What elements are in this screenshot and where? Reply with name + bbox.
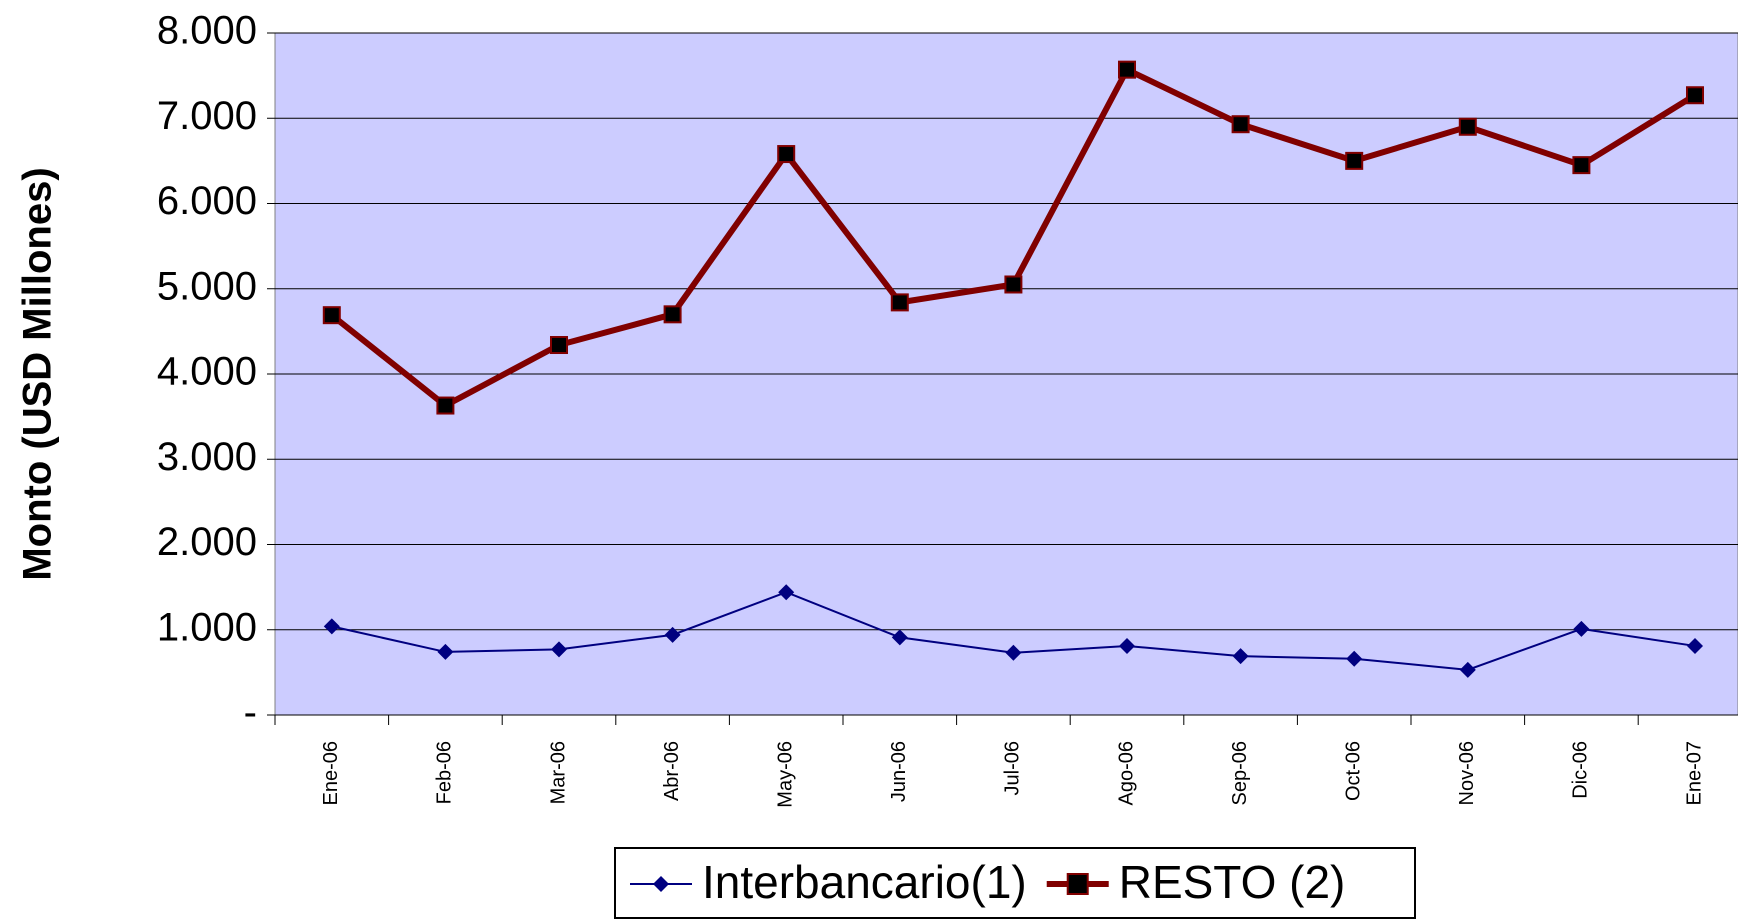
y-tick-label: - [244, 691, 257, 735]
y-tick-label: 4.000 [157, 350, 257, 394]
marker [1005, 644, 1022, 661]
marker [1345, 151, 1364, 170]
legend-label: Interbancario(1) [702, 856, 1027, 908]
x-tick-label: Feb-06 [434, 741, 456, 804]
y-tick-label: 6.000 [157, 179, 257, 223]
marker [1118, 60, 1136, 79]
marker [1004, 275, 1023, 294]
x-tick-label: Mar-06 [547, 741, 569, 804]
legend-box [614, 847, 1416, 919]
marker [1119, 637, 1135, 654]
marker [890, 293, 909, 312]
marker [1686, 86, 1704, 105]
marker [1232, 648, 1249, 665]
marker [1573, 620, 1590, 637]
y-tick-label: 1.000 [157, 605, 257, 649]
marker [1458, 117, 1477, 136]
marker [777, 145, 796, 164]
marker [1231, 115, 1250, 134]
marker [1066, 873, 1089, 895]
marker [323, 618, 340, 635]
x-tick-label: May-06 [774, 741, 796, 808]
x-tick-label: Ene-07 [1683, 741, 1705, 806]
marker [1346, 650, 1363, 667]
marker [653, 876, 669, 892]
marker [891, 629, 908, 646]
x-tick-label: Sep-06 [1229, 741, 1251, 806]
marker [322, 306, 341, 325]
marker [1459, 661, 1476, 678]
marker [550, 336, 568, 355]
legend: Interbancario(1) RESTO (2) [614, 847, 1416, 919]
marker [436, 396, 455, 415]
marker [778, 584, 795, 601]
x-tick-label: Abr-06 [661, 741, 683, 801]
y-tick-label: 3.000 [157, 435, 257, 479]
marker [1687, 637, 1703, 654]
legend-label: RESTO (2) [1119, 856, 1346, 908]
marker [664, 626, 681, 643]
marker [437, 643, 454, 660]
x-tick-label: Nov-06 [1456, 741, 1478, 805]
x-tick-label: Ago-06 [1115, 741, 1137, 806]
x-tick-label: Dic-06 [1570, 741, 1592, 799]
y-tick-label: 5.000 [157, 264, 257, 308]
y-tick-label: 2.000 [157, 520, 257, 564]
marker [663, 305, 682, 324]
y-tick-label: 7.000 [157, 94, 257, 138]
y-tick-label: 8.000 [157, 9, 257, 53]
x-tick-label: Ene-06 [320, 741, 342, 806]
x-tick-label: Jul-06 [1002, 741, 1024, 795]
marker [1572, 156, 1591, 175]
x-tick-label: Oct-06 [1342, 741, 1364, 801]
marker [551, 641, 567, 658]
y-axis-label: Monto (USD Millones) [16, 167, 60, 580]
x-tick-label: Jun-06 [888, 741, 910, 802]
